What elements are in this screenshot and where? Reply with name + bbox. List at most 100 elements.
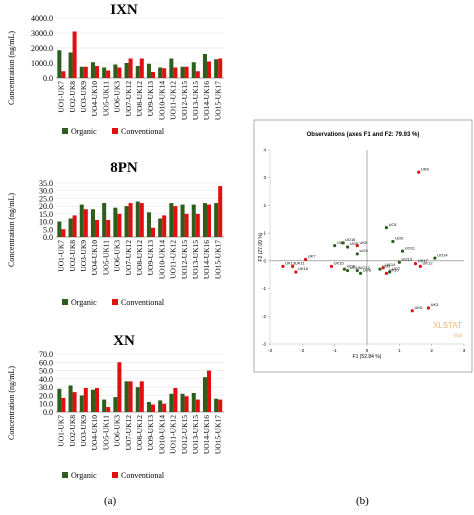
x-tick-label: UO4-UK10 [90,81,99,117]
y-tick-label: 3 [263,175,266,180]
bar-conventional [150,72,156,78]
point-label: UO14 [437,252,448,257]
bar-conventional [94,387,100,412]
bar-conventional [195,213,200,237]
chart-title: XN [113,333,135,349]
legend-swatch-organic [62,472,68,478]
y-tick-label: 0.0 [43,408,53,417]
y-tick-label: 20.0 [39,202,53,211]
x-tick-label: UO9-UK13 [146,240,155,276]
bar-conventional [83,387,88,412]
point-uk5 [410,309,414,313]
point-label: UO3 [382,263,391,268]
bar-conventional [162,68,167,78]
x-tick-label: UO2-UK8 [68,415,77,447]
y-tick-label: 30.0 [39,187,53,196]
chart-title: IXN [110,2,138,18]
y-tick-label: 2000.0 [31,44,53,53]
bar-conventional [173,387,178,412]
bar-conventional [184,66,189,78]
x-tick-label: UO5-UK11 [101,81,110,116]
bar-conventional [117,213,122,237]
point-label: UK10 [389,268,400,273]
bar-organic [158,67,163,78]
x-tick-label: UO10-UK14 [157,240,166,279]
bar-conventional [72,215,77,237]
y-tick-label: 10.0 [39,400,53,409]
x-tick-label: UO5-UK11 [101,240,110,275]
scatter-title: Observations (axes F1 and F2: 79.93 %) [307,132,420,138]
y-tick-label: 20.0 [39,391,53,400]
legend-label-organic: Organic [71,471,97,480]
bar-conventional [195,399,200,412]
panel-a-caption: (a) [104,495,117,507]
bar-conventional [61,397,66,412]
point-uo4 [355,252,359,256]
point-label: UO12 [360,265,371,270]
panel-b-caption: (b) [356,495,369,507]
bar-conventional [206,61,212,78]
bar-organic [202,54,207,78]
legend-swatch-conventional [112,128,118,134]
x-tick-label: UO1-UK7 [57,240,66,272]
point-uo6 [333,244,337,248]
point-label: UK13 [285,261,296,266]
x-tick-label: UO10-UK14 [157,81,166,120]
x-tick-label: UO10-UK14 [157,415,166,454]
bar-organic [90,389,95,412]
chart-legend: Organic Conventional [62,298,165,307]
point-uk12 [418,264,422,268]
bar-conventional [117,67,122,78]
bar-organic [57,50,62,78]
point-uk15 [329,264,334,268]
bar-conventional [117,362,122,412]
point-uk16 [294,270,298,274]
y-tick-label: 15.0 [39,210,53,219]
x-tick-label: UO13-UK15 [191,240,200,279]
y-tick-label: 5.0 [43,225,53,234]
bar-organic [124,63,129,78]
point-label: UK8 [421,166,430,171]
bar-organic [124,206,129,237]
bar-organic [202,377,207,412]
x-tick-label: UO15-UK17 [213,240,222,279]
legend-label-organic: Organic [71,127,97,136]
bar-organic [169,203,174,237]
bar-conventional [94,220,100,237]
y-tick-label: 1000.0 [31,59,53,68]
y-tick-label: -2 [262,314,266,319]
bar-conventional [206,370,212,412]
y-tick-label: -3 [262,342,266,347]
bar-conventional [173,67,178,78]
point-uo12 [355,268,359,273]
y-tick-label: 0 [263,258,266,263]
legend-label-conventional: Conventional [121,127,165,136]
x-tick-label: UO11-UK12 [169,415,178,454]
bar-conventional [162,403,167,412]
legend-label-organic: Organic [71,298,97,307]
point-label: UO15 [345,237,356,242]
bar-conventional [206,204,212,237]
point-uo11 [400,249,405,253]
bar-conventional [184,213,189,237]
x-tick-label: UO3-UK9 [79,415,88,447]
bar-organic [68,218,73,237]
bar-conventional [150,227,156,237]
x-tick-label: UO8-UK12 [135,240,144,276]
point-label: UO9 [350,241,359,246]
y-tick-label: 0.0 [43,233,53,242]
bar-organic [102,399,107,412]
bar-chart-8pn: 8PN Concentration (ng/mL) 0.05.010.015.020… [7,160,224,307]
y-tick-label: 10.0 [39,218,53,227]
point-uo1 [384,226,388,230]
point-uo2 [391,239,395,244]
point-label: UO7 [392,266,401,271]
bar-conventional [83,66,88,78]
chart-legend: Organic Conventional [62,471,165,480]
x-tick-label: UO8-UK12 [135,415,144,451]
y-tick-label: 40.0 [39,375,53,384]
legend-swatch-conventional [112,472,118,478]
x-tick-label: UO11-UK12 [169,240,178,279]
y-tick-label: 4 [263,148,266,153]
